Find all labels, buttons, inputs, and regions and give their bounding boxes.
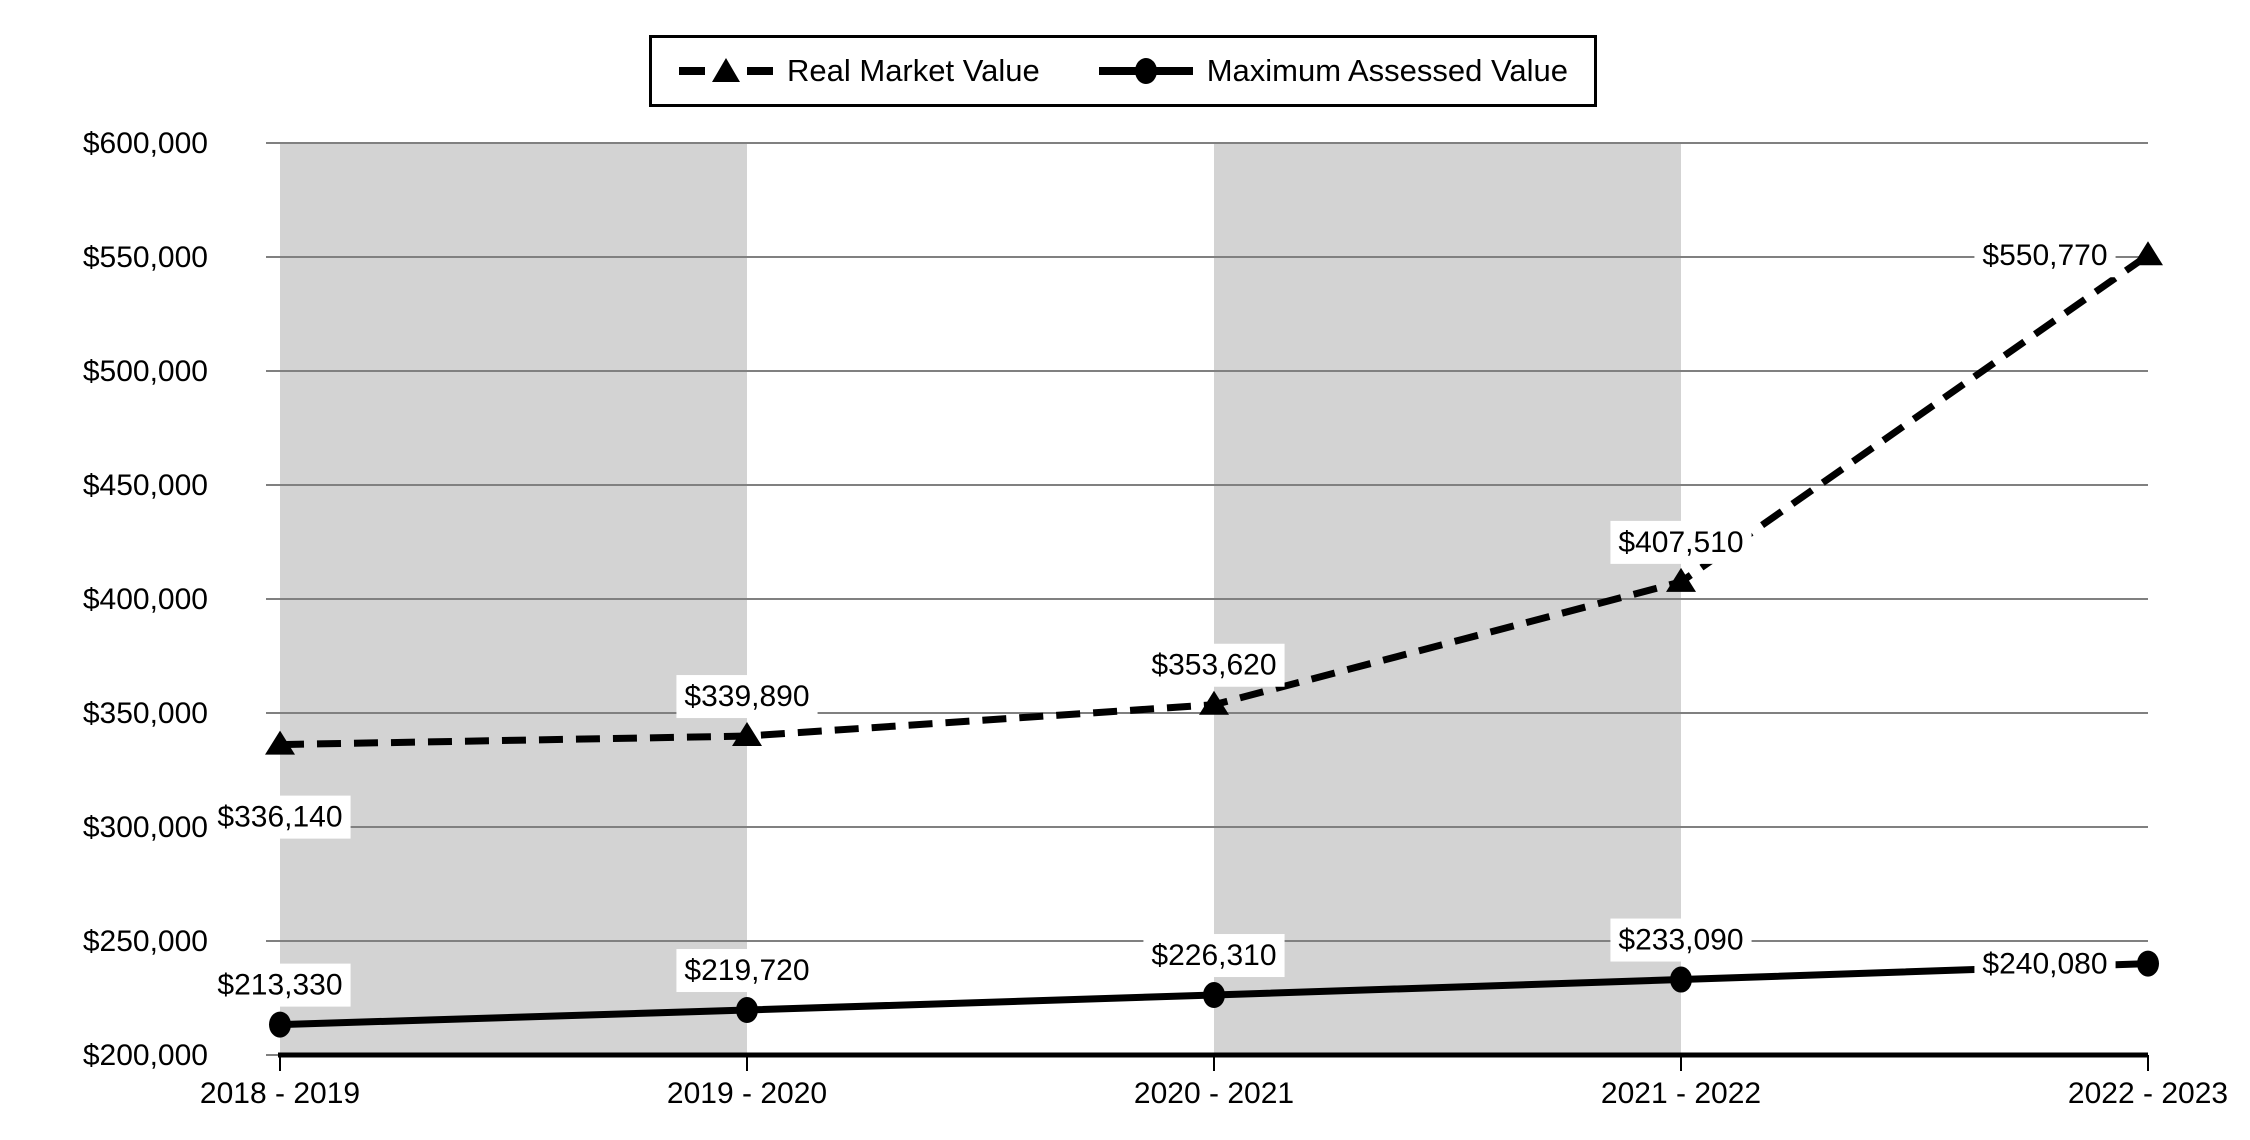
maximum-assessed-value-marker bbox=[736, 997, 758, 1024]
y-axis-label: $250,000 bbox=[83, 925, 208, 958]
solid-line-circle-marker-icon bbox=[1098, 58, 1193, 84]
x-axis-label: 2021 - 2022 bbox=[1601, 1077, 1761, 1110]
y-axis-label: $500,000 bbox=[83, 355, 208, 388]
y-axis-label: $400,000 bbox=[83, 583, 208, 616]
data-label: $353,620 bbox=[1151, 649, 1276, 682]
data-label-background bbox=[1610, 520, 1752, 564]
legend-item-real-market-value: Real Market Value bbox=[678, 53, 1040, 89]
y-axis-label: $550,000 bbox=[83, 241, 208, 274]
legend-label-real-market-value: Real Market Value bbox=[787, 53, 1040, 88]
data-label-background bbox=[1974, 942, 2116, 986]
y-axis-label: $450,000 bbox=[83, 469, 208, 502]
dashed-line-triangle-marker-icon bbox=[679, 58, 773, 82]
data-label-background bbox=[1143, 934, 1285, 978]
data-label: $240,080 bbox=[1982, 948, 2107, 981]
data-label: $407,510 bbox=[1618, 526, 1743, 559]
legend: Real Market Value Maximum Assessed Value bbox=[649, 35, 1597, 107]
y-axis-label: $600,000 bbox=[83, 127, 208, 160]
y-axis-label: $300,000 bbox=[83, 811, 208, 844]
data-label-background bbox=[676, 949, 818, 993]
x-axis-label: 2018 - 2019 bbox=[200, 1077, 360, 1110]
data-label-background bbox=[209, 795, 351, 839]
data-label-background bbox=[1143, 643, 1285, 687]
x-axis-label: 2022 - 2023 bbox=[2068, 1077, 2228, 1110]
data-label: $219,720 bbox=[684, 954, 809, 987]
maximum-assessed-value-marker bbox=[1203, 982, 1225, 1009]
data-label: $226,310 bbox=[1151, 939, 1276, 972]
x-axis-label: 2020 - 2021 bbox=[1134, 1077, 1294, 1110]
maximum-assessed-value-marker bbox=[269, 1011, 291, 1038]
data-label-background bbox=[676, 675, 818, 719]
real-market-value-marker bbox=[1666, 567, 1696, 592]
y-axis-label: $350,000 bbox=[83, 697, 208, 730]
real-market-value-marker bbox=[732, 722, 762, 747]
data-label-background bbox=[1610, 918, 1752, 962]
data-label-background bbox=[209, 963, 351, 1007]
data-label: $233,090 bbox=[1618, 924, 1743, 957]
legend-label-maximum-assessed-value: Maximum Assessed Value bbox=[1206, 53, 1568, 88]
x-axis-label: 2019 - 2020 bbox=[667, 1077, 827, 1110]
data-label: $550,770 bbox=[1982, 239, 2107, 272]
maximum-assessed-value-marker bbox=[2137, 950, 2159, 977]
maximum-assessed-value-marker bbox=[1670, 966, 1692, 993]
data-label: $339,890 bbox=[684, 680, 809, 713]
data-label: $336,140 bbox=[217, 801, 342, 834]
legend-item-maximum-assessed-value: Maximum Assessed Value bbox=[1098, 53, 1568, 89]
data-label-background bbox=[1974, 234, 2116, 278]
real-market-value-marker bbox=[1199, 690, 1229, 715]
data-label: $213,330 bbox=[217, 969, 342, 1002]
real-market-value-marker bbox=[2133, 241, 2163, 266]
real-market-value-marker bbox=[265, 730, 295, 755]
y-axis-label: $200,000 bbox=[83, 1039, 208, 1072]
